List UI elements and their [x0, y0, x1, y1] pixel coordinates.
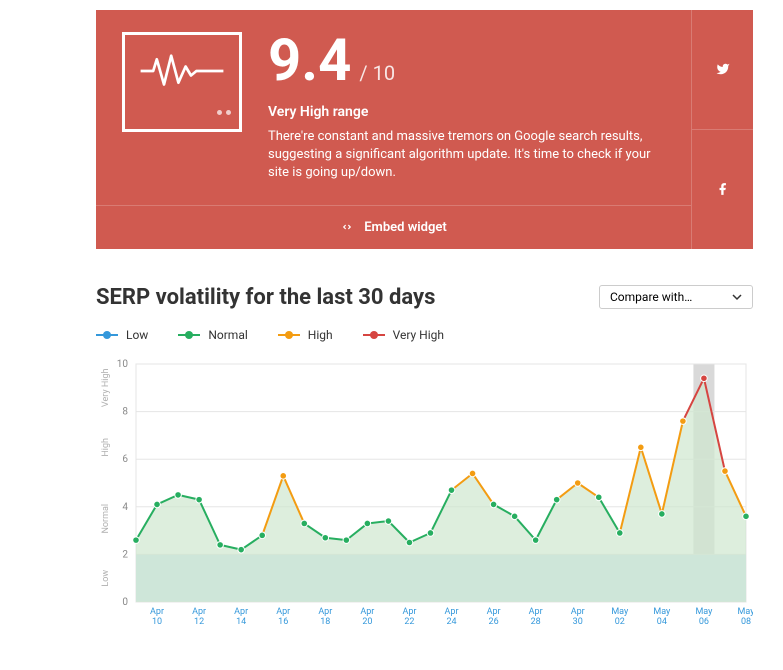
- code-icon: [340, 220, 354, 234]
- volatility-chart: 0246810LowNormalHighVery HighApr10Apr12A…: [96, 358, 753, 630]
- svg-text:2: 2: [122, 549, 128, 560]
- svg-text:May: May: [653, 607, 671, 617]
- twitter-icon: [716, 62, 730, 76]
- svg-text:28: 28: [531, 617, 541, 627]
- svg-text:Apr: Apr: [571, 607, 585, 617]
- compare-with-select[interactable]: Compare with…: [599, 285, 753, 309]
- svg-text:Apr: Apr: [276, 607, 290, 617]
- svg-text:May: May: [695, 607, 713, 617]
- svg-text:4: 4: [122, 501, 128, 512]
- svg-text:Apr: Apr: [445, 607, 459, 617]
- svg-text:Apr: Apr: [318, 607, 332, 617]
- svg-text:16: 16: [278, 617, 288, 627]
- svg-text:18: 18: [320, 617, 330, 627]
- svg-text:0: 0: [122, 597, 128, 608]
- score-card: 9.4 / 10 Very High range There're consta…: [96, 10, 753, 249]
- svg-text:Apr: Apr: [529, 607, 543, 617]
- score-denominator: / 10: [359, 61, 395, 85]
- svg-text:22: 22: [404, 617, 414, 627]
- legend-label: Low: [126, 328, 148, 342]
- svg-text:High: High: [101, 438, 111, 457]
- volatility-waveform-icon: [122, 32, 242, 132]
- svg-text:30: 30: [573, 617, 583, 627]
- svg-text:Apr: Apr: [234, 607, 248, 617]
- svg-text:May: May: [738, 607, 753, 617]
- svg-text:Normal: Normal: [101, 503, 111, 533]
- legend-marker: [363, 331, 385, 339]
- legend-item: Low: [96, 328, 148, 342]
- svg-text:10: 10: [117, 359, 129, 370]
- svg-text:10: 10: [152, 617, 162, 627]
- svg-text:8: 8: [122, 406, 128, 417]
- chart-title: SERP volatility for the last 30 days: [96, 285, 435, 310]
- svg-text:Very High: Very High: [101, 368, 111, 407]
- share-twitter-button[interactable]: [692, 10, 753, 129]
- svg-text:20: 20: [362, 617, 372, 627]
- svg-text:Apr: Apr: [487, 607, 501, 617]
- legend-marker: [278, 331, 300, 339]
- chart-legend: Low Normal High Very High: [96, 328, 753, 342]
- legend-marker: [178, 331, 200, 339]
- svg-text:Apr: Apr: [360, 607, 374, 617]
- svg-text:26: 26: [489, 617, 499, 627]
- compare-placeholder: Compare with…: [610, 290, 692, 304]
- legend-label: Very High: [393, 328, 444, 342]
- svg-text:May: May: [611, 607, 629, 617]
- svg-text:24: 24: [446, 617, 456, 627]
- legend-label: Normal: [208, 328, 247, 342]
- svg-text:06: 06: [699, 617, 709, 627]
- embed-label: Embed widget: [364, 220, 447, 235]
- share-facebook-button[interactable]: [692, 129, 753, 249]
- score-range-label: Very High range: [268, 104, 665, 120]
- svg-text:Apr: Apr: [150, 607, 164, 617]
- score-description: There're constant and massive tremors on…: [268, 128, 665, 183]
- legend-item: Very High: [363, 328, 444, 342]
- svg-text:08: 08: [741, 617, 751, 627]
- svg-text:Apr: Apr: [192, 607, 206, 617]
- score-value: 9.4: [268, 32, 351, 90]
- legend-marker: [96, 331, 118, 339]
- chevron-down-icon: [732, 292, 742, 302]
- facebook-icon: [716, 182, 730, 196]
- legend-item: High: [278, 328, 333, 342]
- svg-text:Apr: Apr: [402, 607, 416, 617]
- svg-text:Low: Low: [101, 569, 111, 586]
- svg-text:6: 6: [122, 454, 128, 465]
- svg-text:02: 02: [615, 617, 625, 627]
- legend-item: Normal: [178, 328, 247, 342]
- legend-label: High: [308, 328, 333, 342]
- svg-text:14: 14: [236, 617, 246, 627]
- svg-text:04: 04: [657, 617, 667, 627]
- svg-text:12: 12: [194, 617, 204, 627]
- embed-widget-button[interactable]: Embed widget: [96, 205, 691, 249]
